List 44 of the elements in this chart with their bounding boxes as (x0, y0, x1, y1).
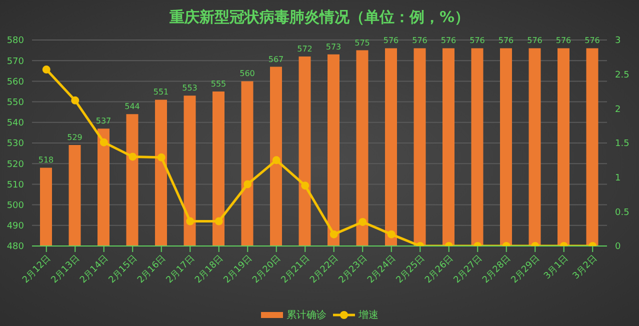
data-label: 576 (556, 36, 572, 46)
y-tick-label: 530 (6, 139, 24, 150)
data-label: 576 (383, 36, 399, 46)
data-label: 551 (153, 88, 169, 97)
y-tick-label: 570 (6, 56, 24, 67)
y2-tick-label: 1 (615, 174, 621, 184)
data-label: 555 (210, 80, 226, 88)
data-label: 553 (182, 84, 198, 93)
data-label: 560 (240, 69, 255, 78)
chart-title: 重庆新型冠状病毒肺炎情况（单位：例，%） (168, 8, 471, 27)
y-tick-label: 500 (6, 200, 24, 211)
y2-tick-label: 0.5 (615, 208, 630, 218)
y2-tick-label: 3 (615, 36, 621, 46)
y-tick-label: 520 (6, 160, 24, 170)
x-tick-label: 3月2日 (571, 254, 600, 282)
data-label: 573 (326, 42, 342, 52)
data-label: 576 (527, 36, 542, 46)
x-tick-label: 2月29日 (510, 254, 542, 286)
data-label: 529 (67, 133, 82, 142)
legend-label: 累计确诊 (286, 308, 326, 322)
y-tick-label: 510 (6, 180, 24, 190)
data-label: 537 (96, 116, 112, 126)
y2-tick-label: 0 (615, 242, 621, 252)
y-tick-label: 540 (6, 118, 24, 129)
data-label: 518 (38, 156, 54, 165)
data-label: 576 (498, 36, 514, 46)
y-tick-label: 550 (6, 98, 24, 108)
data-label: 575 (354, 38, 370, 48)
y-tick-label: 480 (6, 242, 24, 252)
data-label: 576 (440, 36, 456, 46)
data-label: 576 (584, 36, 600, 46)
y-tick-label: 560 (6, 77, 24, 88)
data-label: 567 (268, 54, 284, 64)
y2-tick-label: 1.5 (615, 139, 630, 150)
data-label: 572 (297, 44, 312, 54)
y-tick-label: 580 (6, 36, 24, 46)
y2-tick-label: 2 (615, 104, 621, 115)
x-tick-label: 3月1日 (542, 254, 571, 282)
data-label: 576 (470, 36, 485, 46)
legend-label: 增速 (358, 308, 378, 322)
data-label: 576 (412, 36, 428, 46)
y2-tick-label: 2.5 (615, 70, 630, 81)
data-label: 544 (124, 102, 140, 112)
y-tick-label: 490 (6, 222, 24, 232)
